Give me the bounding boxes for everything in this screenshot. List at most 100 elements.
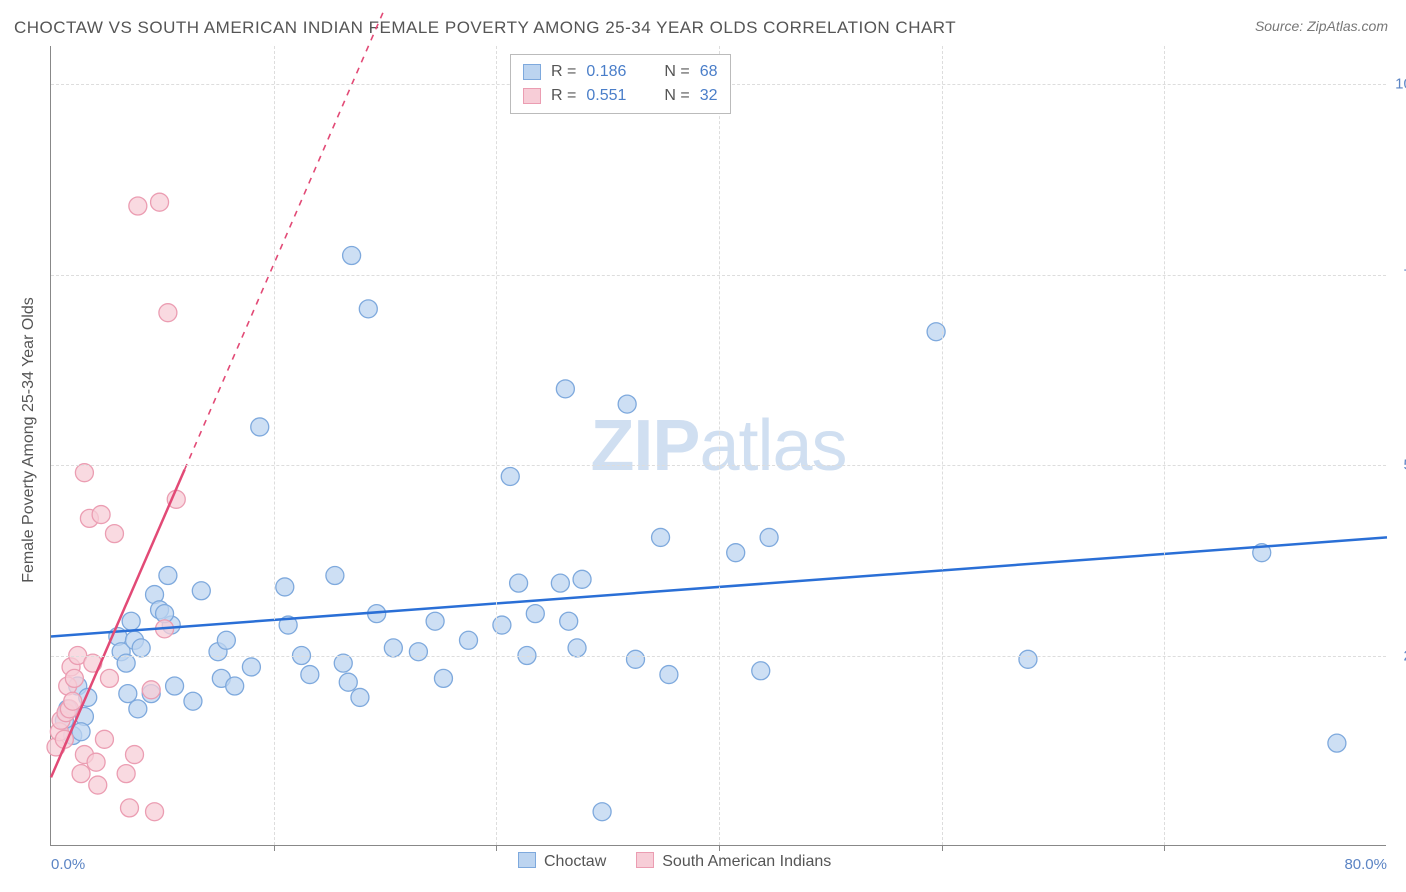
data-point: [301, 666, 319, 684]
data-point: [65, 669, 83, 687]
data-point: [126, 746, 144, 764]
data-point: [359, 300, 377, 318]
data-point: [119, 685, 137, 703]
x-tick-mark: [274, 845, 275, 851]
data-point: [64, 692, 82, 710]
data-point: [92, 506, 110, 524]
gridline-vertical: [274, 46, 275, 845]
data-point: [752, 662, 770, 680]
data-point: [146, 803, 164, 821]
data-point: [351, 688, 369, 706]
data-point: [434, 669, 452, 687]
r-label: R =: [551, 84, 576, 108]
data-point: [129, 700, 147, 718]
stats-legend-row: R = 0.186 N = 68: [523, 60, 718, 84]
data-point: [343, 247, 361, 265]
gridline-vertical: [942, 46, 943, 845]
data-point: [627, 650, 645, 668]
legend-swatch: [523, 64, 541, 80]
data-point: [652, 528, 670, 546]
data-point: [501, 467, 519, 485]
n-value: 32: [700, 84, 718, 108]
data-point: [75, 464, 93, 482]
n-value: 68: [700, 60, 718, 84]
data-point: [560, 612, 578, 630]
n-label: N =: [664, 84, 689, 108]
data-point: [217, 631, 235, 649]
r-label: R =: [551, 60, 576, 84]
data-point: [117, 654, 135, 672]
data-point: [226, 677, 244, 695]
stats-legend: R = 0.186 N = 68 R = 0.551 N = 32: [510, 54, 731, 114]
x-tick-mark: [719, 845, 720, 851]
legend-swatch: [636, 852, 654, 868]
data-point: [556, 380, 574, 398]
series-legend-item: Choctaw: [518, 852, 606, 871]
series-legend-item: South American Indians: [636, 852, 831, 871]
source-label: Source: ZipAtlas.com: [1255, 18, 1388, 34]
data-point: [242, 658, 260, 676]
r-value: 0.551: [586, 84, 626, 108]
data-point: [100, 669, 118, 687]
data-point: [159, 304, 177, 322]
data-point: [1019, 650, 1037, 668]
data-point: [251, 418, 269, 436]
x-tick-mark: [496, 845, 497, 851]
correlation-chart: CHOCTAW VS SOUTH AMERICAN INDIAN FEMALE …: [0, 0, 1406, 892]
data-point: [142, 681, 160, 699]
data-point: [510, 574, 528, 592]
y-tick-label: 75.0%: [1391, 266, 1406, 283]
trend-line-dashed: [185, 8, 385, 470]
stats-legend-row: R = 0.551 N = 32: [523, 84, 718, 108]
series-legend: Choctaw South American Indians: [518, 852, 831, 871]
data-point: [618, 395, 636, 413]
data-point: [132, 639, 150, 657]
data-point: [105, 525, 123, 543]
x-tick-mark: [1164, 845, 1165, 851]
data-point: [159, 567, 177, 585]
data-point: [120, 799, 138, 817]
data-point: [426, 612, 444, 630]
y-axis-label: Female Poverty Among 25-34 Year Olds: [20, 297, 38, 583]
data-point: [727, 544, 745, 562]
data-point: [117, 765, 135, 783]
data-point: [89, 776, 107, 794]
data-point: [409, 643, 427, 661]
data-point: [151, 193, 169, 211]
plot-area: ZIPatlas 25.0%50.0%75.0%100.0%0.0%80.0%: [50, 46, 1386, 846]
x-tick-mark: [942, 845, 943, 851]
data-point: [760, 528, 778, 546]
y-tick-label: 25.0%: [1391, 647, 1406, 664]
data-point: [660, 666, 678, 684]
chart-title: CHOCTAW VS SOUTH AMERICAN INDIAN FEMALE …: [14, 18, 956, 38]
data-point: [72, 765, 90, 783]
data-point: [551, 574, 569, 592]
x-tick-label: 0.0%: [51, 856, 85, 873]
data-point: [339, 673, 357, 691]
data-point: [122, 612, 140, 630]
y-tick-label: 50.0%: [1391, 457, 1406, 474]
data-point: [192, 582, 210, 600]
data-point: [129, 197, 147, 215]
series-legend-label: South American Indians: [662, 853, 831, 870]
y-tick-label: 100.0%: [1391, 76, 1406, 93]
data-point: [184, 692, 202, 710]
data-point: [276, 578, 294, 596]
data-point: [1328, 734, 1346, 752]
data-point: [526, 605, 544, 623]
data-point: [334, 654, 352, 672]
legend-swatch: [518, 852, 536, 868]
data-point: [384, 639, 402, 657]
series-legend-label: Choctaw: [544, 853, 606, 870]
data-point: [593, 803, 611, 821]
r-value: 0.186: [586, 60, 626, 84]
n-label: N =: [664, 60, 689, 84]
gridline-vertical: [496, 46, 497, 845]
data-point: [568, 639, 586, 657]
data-point: [326, 567, 344, 585]
data-point: [166, 677, 184, 695]
data-point: [95, 730, 113, 748]
legend-swatch: [523, 88, 541, 104]
data-point: [460, 631, 478, 649]
data-point: [87, 753, 105, 771]
